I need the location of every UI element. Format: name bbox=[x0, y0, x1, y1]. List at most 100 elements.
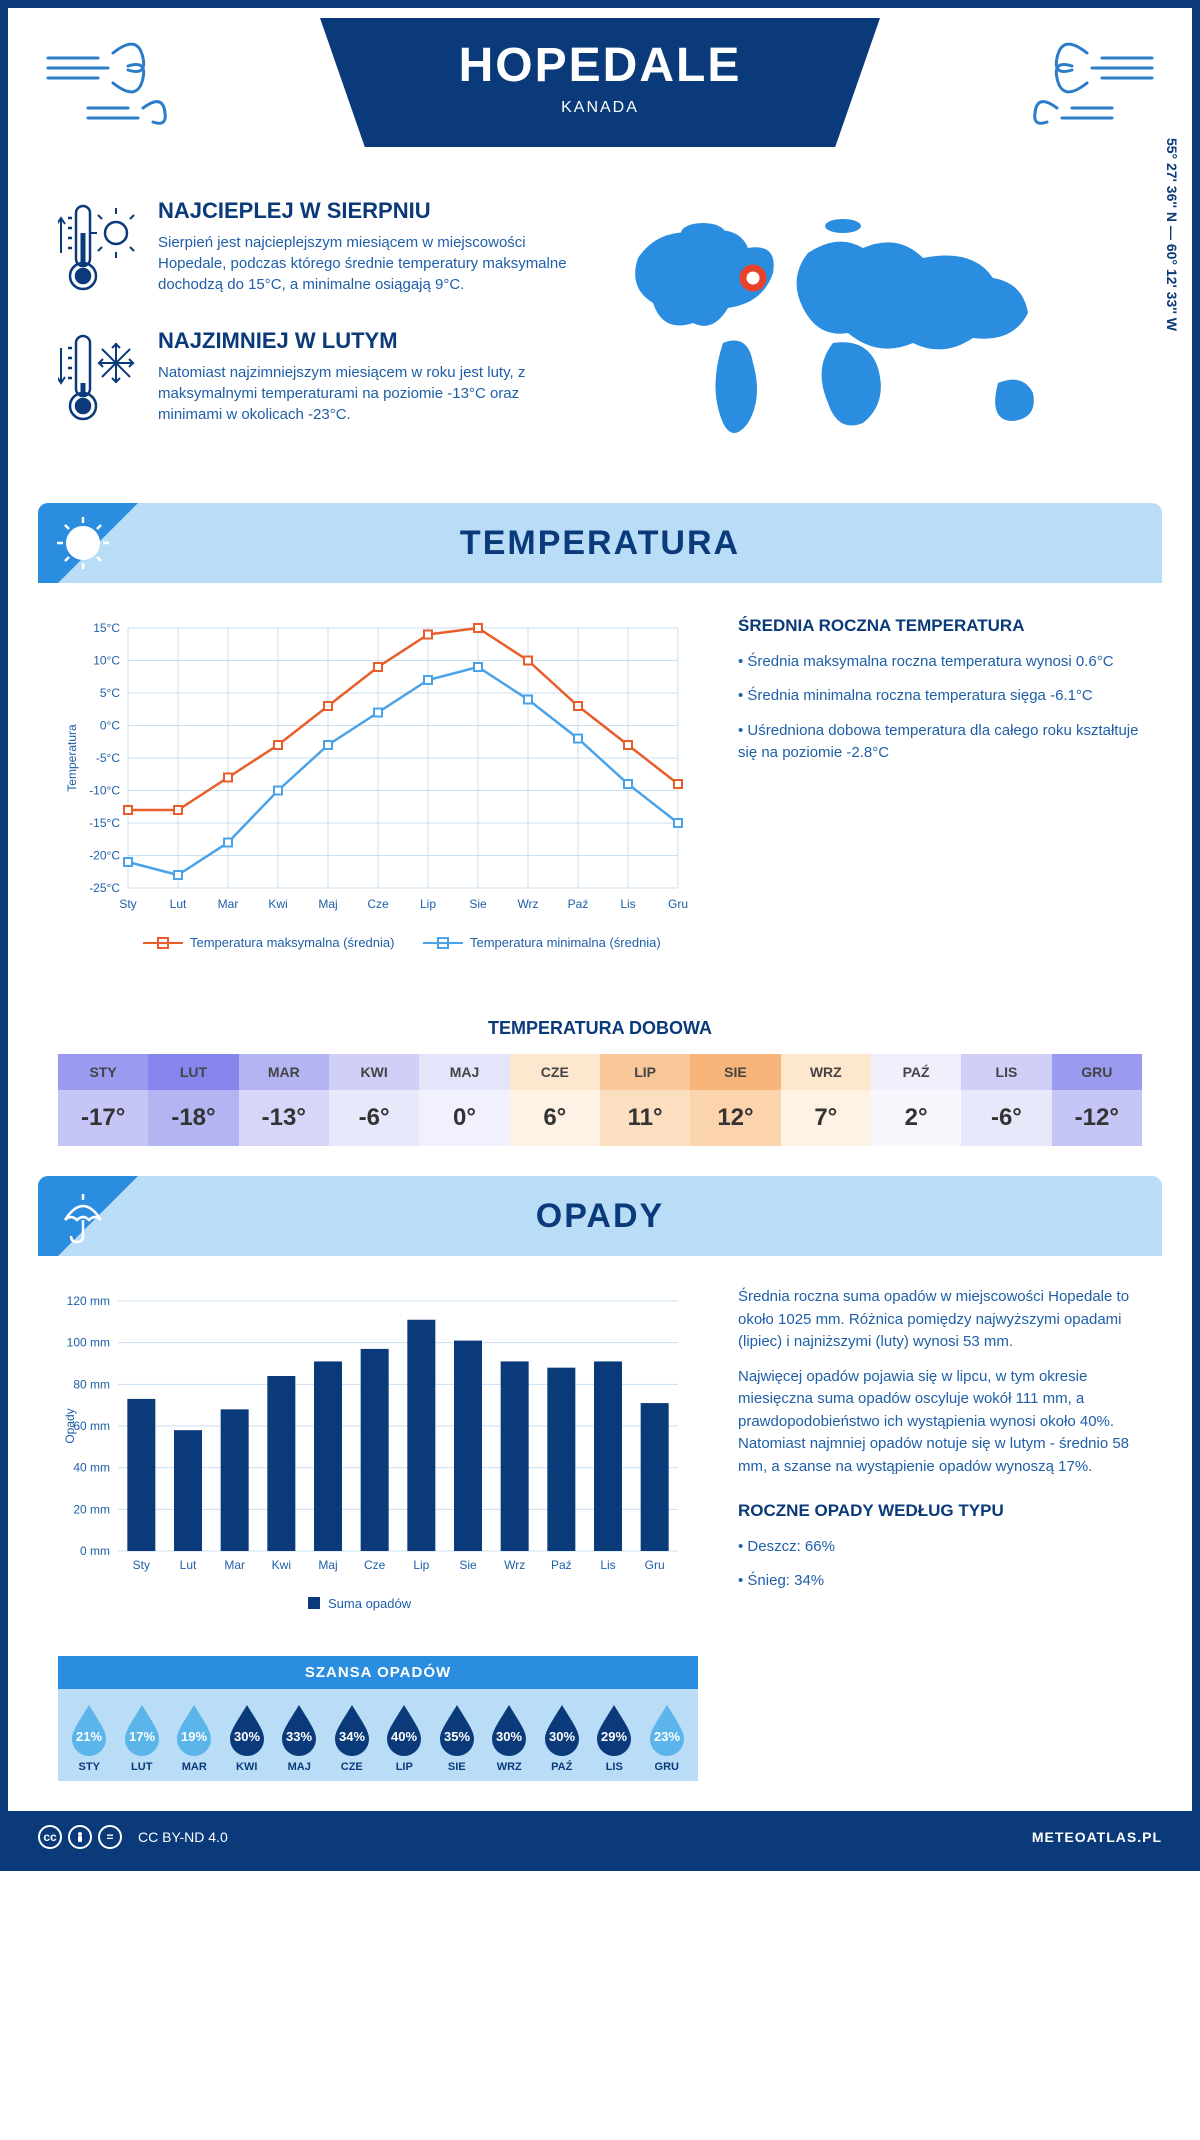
daily-temperature-table: STY-17°LUT-18°MAR-13°KWI-6°MAJ0°CZE6°LIP… bbox=[58, 1054, 1142, 1146]
wind-icon bbox=[1012, 28, 1162, 143]
svg-text:Cze: Cze bbox=[364, 1558, 386, 1572]
fact-cold-title: NAJZIMNIEJ W LUTYM bbox=[158, 328, 578, 354]
svg-text:40 mm: 40 mm bbox=[73, 1461, 110, 1475]
temp-side-heading: ŚREDNIA ROCZNA TEMPERATURA bbox=[738, 613, 1142, 639]
fact-cold-text: Natomiast najzimniejszym miesiącem w rok… bbox=[158, 362, 578, 425]
thermometer-cold-icon bbox=[58, 328, 138, 433]
chance-title: SZANSA OPADÓW bbox=[58, 1656, 698, 1689]
svg-text:Mar: Mar bbox=[224, 1558, 245, 1572]
precip-type-heading: ROCZNE OPADY WEDŁUG TYPU bbox=[738, 1498, 1142, 1524]
svg-text:Lis: Lis bbox=[600, 1558, 615, 1572]
svg-text:-15°C: -15°C bbox=[89, 816, 120, 830]
svg-text:-20°C: -20°C bbox=[89, 849, 120, 863]
umbrella-icon bbox=[53, 1186, 113, 1251]
chance-drop: 23% GRU bbox=[642, 1701, 693, 1773]
svg-text:30%: 30% bbox=[549, 1729, 575, 1744]
svg-text:Kwi: Kwi bbox=[268, 897, 287, 911]
svg-text:Wrz: Wrz bbox=[504, 1558, 525, 1572]
svg-text:Maj: Maj bbox=[318, 897, 337, 911]
svg-text:100 mm: 100 mm bbox=[67, 1336, 110, 1350]
footer: cc = CC BY-ND 4.0 METEOATLAS.PL bbox=[8, 1811, 1192, 1863]
intro-section: NAJCIEPLEJ W SIERPNIU Sierpień jest najc… bbox=[8, 188, 1192, 483]
svg-text:Cze: Cze bbox=[367, 897, 389, 911]
temperature-summary: ŚREDNIA ROCZNA TEMPERATURA • Średnia mak… bbox=[738, 613, 1142, 978]
svg-text:15°C: 15°C bbox=[93, 621, 120, 635]
chance-drop: 17% LUT bbox=[117, 1701, 168, 1773]
chance-drop: 30% WRZ bbox=[484, 1701, 535, 1773]
precipitation-summary: Średnia roczna suma opadów w miejscowośc… bbox=[738, 1286, 1142, 1781]
title-banner: HOPEDALE KANADA bbox=[320, 18, 880, 147]
precipitation-bar-chart: 0 mm20 mm40 mm60 mm80 mm100 mm120 mmOpad… bbox=[58, 1286, 698, 1626]
fact-warm-title: NAJCIEPLEJ W SIERPNIU bbox=[158, 198, 578, 224]
thermometer-hot-icon bbox=[58, 198, 138, 303]
header: HOPEDALE KANADA bbox=[8, 8, 1192, 188]
svg-text:Lip: Lip bbox=[413, 1558, 429, 1572]
coordinates: 55° 27' 36'' N — 60° 12' 33'' W bbox=[1164, 137, 1180, 330]
daily-cell: MAJ0° bbox=[419, 1054, 509, 1146]
svg-text:-5°C: -5°C bbox=[96, 751, 120, 765]
section-title: OPADY bbox=[38, 1197, 1162, 1236]
svg-text:30%: 30% bbox=[496, 1729, 522, 1744]
svg-text:Maj: Maj bbox=[318, 1558, 337, 1572]
sun-icon bbox=[53, 513, 113, 578]
daily-cell: LIP11° bbox=[600, 1054, 690, 1146]
daily-cell: CZE6° bbox=[510, 1054, 600, 1146]
svg-text:Temperatura minimalna (średnia: Temperatura minimalna (średnia) bbox=[470, 935, 661, 950]
svg-text:Sty: Sty bbox=[119, 897, 136, 911]
daily-cell: WRZ7° bbox=[781, 1054, 871, 1146]
nd-icon: = bbox=[98, 1825, 122, 1849]
chance-drop: 30% KWI bbox=[222, 1701, 273, 1773]
svg-text:Wrz: Wrz bbox=[517, 897, 538, 911]
daily-temp-title: TEMPERATURA DOBOWA bbox=[8, 1018, 1192, 1039]
precip-type-snow: • Śnieg: 34% bbox=[738, 1570, 1142, 1593]
svg-text:Temperatura maksymalna (średni: Temperatura maksymalna (średnia) bbox=[190, 935, 394, 950]
svg-text:Lip: Lip bbox=[420, 897, 436, 911]
daily-cell: MAR-13° bbox=[239, 1054, 329, 1146]
license-block: cc = CC BY-ND 4.0 bbox=[38, 1825, 228, 1849]
svg-text:Sie: Sie bbox=[459, 1558, 477, 1572]
chance-drop: 34% CZE bbox=[327, 1701, 378, 1773]
temperature-line-chart: -25°C-20°C-15°C-10°C-5°C0°C5°C10°C15°CSt… bbox=[58, 613, 698, 973]
svg-text:-25°C: -25°C bbox=[89, 881, 120, 895]
svg-text:40%: 40% bbox=[391, 1729, 417, 1744]
svg-text:Gru: Gru bbox=[668, 897, 688, 911]
chance-drop: 33% MAJ bbox=[274, 1701, 325, 1773]
temp-bullet: • Średnia maksymalna roczna temperatura … bbox=[738, 651, 1142, 674]
svg-text:17%: 17% bbox=[129, 1729, 155, 1744]
site-name: METEOATLAS.PL bbox=[1032, 1829, 1162, 1845]
svg-text:21%: 21% bbox=[76, 1729, 102, 1744]
section-precipitation: OPADY bbox=[38, 1176, 1162, 1256]
svg-text:35%: 35% bbox=[444, 1729, 470, 1744]
precip-type-rain: • Deszcz: 66% bbox=[738, 1536, 1142, 1559]
svg-text:Lut: Lut bbox=[180, 1558, 197, 1572]
daily-cell: SIE12° bbox=[690, 1054, 780, 1146]
daily-cell: GRU-12° bbox=[1052, 1054, 1142, 1146]
svg-text:Paź: Paź bbox=[568, 897, 589, 911]
chance-drop: 21% STY bbox=[64, 1701, 115, 1773]
svg-text:120 mm: 120 mm bbox=[67, 1294, 110, 1308]
country-name: KANADA bbox=[320, 99, 880, 117]
svg-text:Temperatura: Temperatura bbox=[65, 724, 79, 792]
svg-text:Suma opadów: Suma opadów bbox=[328, 1596, 412, 1611]
temp-bullet: • Średnia minimalna roczna temperatura s… bbox=[738, 685, 1142, 708]
world-map: 55° 27' 36'' N — 60° 12' 33'' W bbox=[608, 198, 1142, 463]
chance-drop: 29% LIS bbox=[589, 1701, 640, 1773]
wind-icon bbox=[38, 28, 188, 143]
svg-text:30%: 30% bbox=[234, 1729, 260, 1744]
svg-text:80 mm: 80 mm bbox=[73, 1377, 110, 1391]
cc-icon: cc bbox=[38, 1825, 62, 1849]
chance-drop: 35% SIE bbox=[432, 1701, 483, 1773]
svg-text:Paź: Paź bbox=[551, 1558, 572, 1572]
svg-text:Lut: Lut bbox=[170, 897, 187, 911]
svg-text:Kwi: Kwi bbox=[272, 1558, 291, 1572]
svg-text:Sie: Sie bbox=[469, 897, 487, 911]
daily-cell: LIS-6° bbox=[961, 1054, 1051, 1146]
fact-warm-text: Sierpień jest najcieplejszym miesiącem w… bbox=[158, 232, 578, 295]
precipitation-chance-strip: SZANSA OPADÓW 21% STY 17% LUT 19% MAR 30… bbox=[58, 1656, 698, 1781]
svg-text:10°C: 10°C bbox=[93, 654, 120, 668]
svg-text:29%: 29% bbox=[601, 1729, 627, 1744]
temp-bullet: • Uśredniona dobowa temperatura dla całe… bbox=[738, 720, 1142, 765]
svg-text:Gru: Gru bbox=[645, 1558, 665, 1572]
svg-text:Mar: Mar bbox=[218, 897, 239, 911]
svg-text:-10°C: -10°C bbox=[89, 784, 120, 798]
